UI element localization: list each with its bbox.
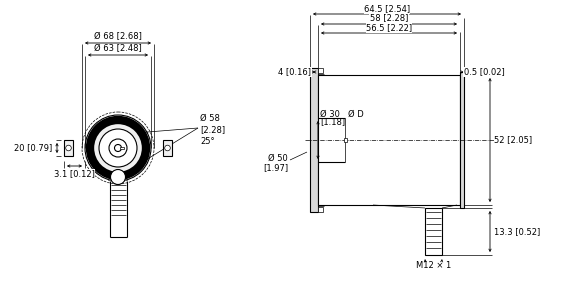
Text: [1.97]: [1.97] [263,164,288,173]
Bar [344,138,347,142]
Text: Ø 63 [2.48]: Ø 63 [2.48] [94,45,142,54]
Text: Ø 30: Ø 30 [320,109,340,118]
Text: 64.5 [2.54]: 64.5 [2.54] [364,5,410,14]
Text: 56.5 [2.22]: 56.5 [2.22] [366,23,412,32]
Text: Ø 68 [2.68]: Ø 68 [2.68] [94,32,142,41]
Circle shape [99,129,137,167]
Text: 0.5 [0.02]: 0.5 [0.02] [464,67,504,76]
Text: Ø 58
[2.28]: Ø 58 [2.28] [200,114,225,134]
Bar [318,207,323,212]
Text: 52 [2.05]: 52 [2.05] [494,135,532,144]
Circle shape [66,145,71,151]
Bar [310,68,318,212]
Bar [163,140,172,156]
Circle shape [109,139,127,157]
Circle shape [164,145,170,151]
Bar [119,147,123,149]
Text: 25°: 25° [200,138,215,147]
Circle shape [115,144,122,151]
Circle shape [111,169,126,184]
Bar [460,72,464,208]
Text: 4 [0.16]: 4 [0.16] [279,67,312,76]
Bar [318,75,460,205]
Circle shape [85,115,151,181]
Text: Ø D: Ø D [348,109,364,118]
Text: Ø 50: Ø 50 [268,153,288,162]
Text: 13.3 [0.52]: 13.3 [0.52] [494,227,540,236]
Text: 3.1 [0.12]: 3.1 [0.12] [54,169,95,179]
Text: [1.18]: [1.18] [320,118,345,127]
Text: 58 [2.28]: 58 [2.28] [370,14,408,23]
Text: M12 × 1: M12 × 1 [416,261,451,270]
Bar [425,208,442,255]
Bar [318,68,323,73]
Text: 20 [0.79]: 20 [0.79] [14,144,52,153]
Bar [64,140,73,156]
